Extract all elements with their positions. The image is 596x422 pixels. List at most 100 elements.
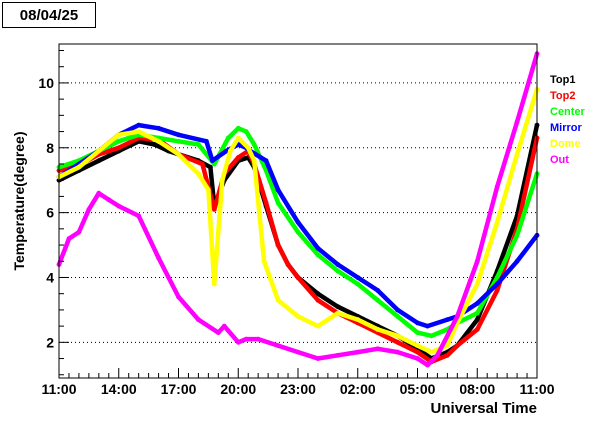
data-point <box>415 343 420 348</box>
data-point <box>96 190 102 196</box>
data-point <box>225 135 231 141</box>
data-point <box>494 288 500 293</box>
data-point <box>261 258 267 264</box>
data-point <box>275 187 281 193</box>
data-point <box>415 330 420 335</box>
y-tick-label: 2 <box>46 334 54 350</box>
data-point <box>514 232 520 238</box>
series-trail <box>56 135 540 365</box>
data-point <box>315 291 321 297</box>
data-point <box>494 281 500 287</box>
data-point <box>235 155 241 160</box>
data-point <box>355 281 361 287</box>
data-point <box>251 158 257 164</box>
data-point <box>474 301 480 306</box>
data-point <box>315 245 321 251</box>
x-tick-label: 17:00 <box>161 381 197 397</box>
data-point <box>285 262 291 267</box>
data-point <box>156 138 162 144</box>
data-point <box>176 294 181 300</box>
data-point <box>355 275 361 280</box>
data-point <box>96 158 102 164</box>
data-point <box>215 330 221 335</box>
data-point <box>86 207 92 212</box>
data-point <box>219 177 225 183</box>
data-point <box>263 158 269 164</box>
data-point <box>514 151 520 157</box>
data-point <box>375 346 381 352</box>
data-point <box>223 148 229 154</box>
data-point <box>454 314 460 319</box>
data-point <box>375 327 381 332</box>
data-point <box>315 356 321 361</box>
data-point <box>335 268 341 274</box>
x-tick-label: 20:00 <box>220 381 256 397</box>
data-point <box>295 275 301 280</box>
y-tick-label: 4 <box>46 269 54 285</box>
data-point <box>435 352 440 358</box>
data-point <box>415 349 420 355</box>
data-point <box>275 297 281 303</box>
data-point <box>474 317 480 322</box>
data-point <box>295 314 301 319</box>
data-point <box>76 164 82 170</box>
data-point <box>275 343 281 348</box>
data-point <box>243 129 249 135</box>
data-point <box>136 129 142 135</box>
data-point <box>445 317 450 322</box>
data-point <box>235 135 241 141</box>
data-point <box>206 187 211 193</box>
y-axis-label: Temperature(degree) <box>11 131 27 270</box>
x-axis-label: Universal Time <box>431 400 537 417</box>
data-point <box>375 297 381 303</box>
series-top1 <box>56 122 540 361</box>
data-point <box>152 142 158 147</box>
data-point <box>335 304 341 310</box>
data-point <box>275 242 281 248</box>
data-point <box>429 333 434 339</box>
data-point <box>243 336 249 342</box>
date-label: 08/04/25 <box>2 2 96 28</box>
data-point <box>227 148 233 154</box>
data-point <box>221 323 227 329</box>
data-point <box>66 236 72 242</box>
data-point <box>514 119 520 125</box>
data-point <box>474 327 480 332</box>
data-point <box>474 258 480 264</box>
data-point <box>136 213 142 219</box>
data-point <box>96 148 102 154</box>
data-point <box>375 288 381 293</box>
data-point <box>295 229 301 235</box>
data-point <box>474 281 480 287</box>
legend-entry-center: Center <box>550 106 586 118</box>
data-point <box>425 323 430 329</box>
data-point <box>116 138 122 144</box>
legend-entry-top1: Top1 <box>550 74 575 86</box>
x-tick-label: 11:00 <box>519 381 554 397</box>
data-point <box>204 138 209 144</box>
data-point <box>116 145 122 151</box>
data-point <box>335 352 341 358</box>
data-point <box>116 132 122 138</box>
data-point <box>395 314 400 319</box>
data-point <box>176 138 181 144</box>
x-tick-label: 05:00 <box>400 381 436 397</box>
data-point <box>235 125 241 131</box>
data-point <box>208 164 213 170</box>
data-point <box>494 184 500 190</box>
data-point <box>200 161 205 167</box>
data-point <box>116 203 122 209</box>
data-point <box>251 142 257 147</box>
data-point <box>395 307 400 313</box>
x-tick-label: 14:00 <box>101 381 137 397</box>
data-point <box>415 356 420 361</box>
legend-entry-top2: Top2 <box>550 90 575 102</box>
data-point <box>196 142 201 147</box>
data-point <box>210 158 215 164</box>
data-point <box>494 219 500 225</box>
y-tick-label: 10 <box>38 75 54 91</box>
data-point <box>275 200 281 206</box>
x-tick-label: 08:00 <box>459 381 495 397</box>
data-point <box>454 343 460 348</box>
data-point <box>106 197 112 203</box>
